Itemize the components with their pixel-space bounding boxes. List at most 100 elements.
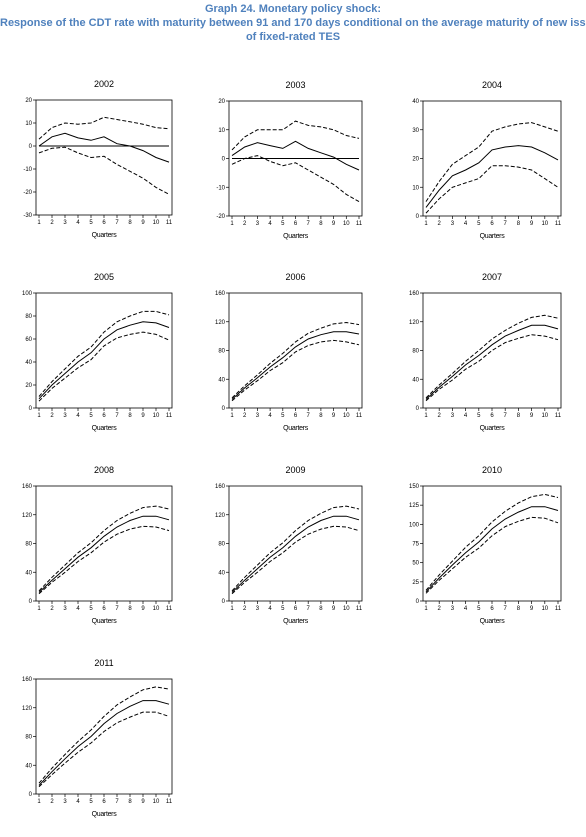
- x-tick-label: 5: [89, 799, 93, 805]
- x-tick-label: 2: [50, 413, 54, 419]
- x-tick-label: 7: [115, 220, 119, 226]
- response-line: [38, 700, 170, 786]
- y-tick-label: 0: [416, 406, 420, 412]
- response-line: [231, 140, 360, 171]
- x-tick-label: 10: [153, 413, 160, 419]
- response-line: [231, 331, 360, 400]
- plot-frame: [228, 292, 363, 409]
- x-tick-label: 7: [115, 413, 119, 419]
- x-axis-label: Quarters: [92, 232, 118, 239]
- x-tick-label: 1: [37, 799, 41, 805]
- x-tick-label: 4: [76, 606, 80, 612]
- x-tick-label: 9: [530, 606, 534, 612]
- confidence-band-line: [38, 525, 170, 595]
- figure-subtitle-line-1: Response of the CDT rate with maturity b…: [0, 17, 586, 29]
- x-tick-label: 6: [102, 220, 106, 226]
- y-tick-label: 40: [218, 377, 225, 383]
- x-tick-label: 7: [504, 606, 508, 612]
- y-tick-label: 20: [218, 99, 225, 105]
- y-tick-label: 30: [412, 128, 419, 134]
- panel-2003: 2003 -20 -10 0 10 20 1 2 3 4 5 6 7 8 9 10 11 Quarters: [216, 80, 362, 240]
- response-line: [425, 145, 559, 208]
- x-tick-label: 3: [451, 413, 455, 419]
- x-tick-label: 4: [76, 413, 80, 419]
- x-tick-label: 11: [356, 606, 363, 612]
- x-tick-label: 11: [555, 606, 562, 612]
- confidence-band-line: [425, 493, 559, 591]
- panel-title: 2011: [94, 658, 113, 668]
- x-tick-label: 2: [243, 413, 247, 419]
- y-tick-label: 80: [25, 314, 32, 320]
- y-tick-label: 160: [409, 291, 420, 297]
- x-tick-label: 2: [243, 221, 247, 227]
- panel-2008: 2008 0 40 80 120 160 1 2 3 4 5 6 7 8 9 10 11 Quarters: [22, 465, 173, 625]
- panel-title: 2004: [482, 80, 502, 90]
- x-tick-label: 2: [50, 606, 54, 612]
- x-tick-label: 3: [63, 606, 67, 612]
- x-tick-label: 11: [166, 413, 173, 419]
- y-tick-label: 20: [25, 98, 32, 104]
- x-tick-label: 11: [356, 413, 363, 419]
- x-tick-label: 2: [438, 413, 442, 419]
- x-tick-label: 2: [438, 606, 442, 612]
- x-axis-label: Quarters: [480, 233, 506, 240]
- x-tick-label: 9: [141, 799, 145, 805]
- x-axis-label: Quarters: [92, 811, 118, 818]
- x-tick-label: 8: [517, 606, 521, 612]
- x-tick-label: 4: [464, 221, 468, 227]
- x-tick-label: 7: [504, 413, 508, 419]
- x-tick-label: 11: [356, 221, 363, 227]
- y-tick-label: 40: [25, 360, 32, 366]
- x-tick-label: 6: [102, 606, 106, 612]
- y-tick-label: -30: [23, 213, 32, 219]
- x-tick-label: 10: [153, 606, 160, 612]
- plot-frame: [422, 292, 562, 409]
- x-tick-label: 7: [115, 799, 119, 805]
- y-tick-label: 80: [412, 349, 419, 355]
- confidence-band-line: [231, 525, 360, 595]
- confidence-band-line: [38, 331, 170, 402]
- confidence-band-line: [38, 310, 170, 397]
- x-tick-label: 8: [319, 221, 323, 227]
- x-tick-label: 4: [464, 413, 468, 419]
- y-tick-label: -10: [216, 185, 225, 191]
- confidence-band-line: [38, 711, 170, 788]
- x-tick-label: 4: [268, 413, 272, 419]
- x-tick-label: 10: [153, 799, 160, 805]
- x-tick-label: 6: [294, 413, 298, 419]
- confidence-band-line: [231, 120, 360, 151]
- plot-frame: [35, 485, 173, 602]
- y-tick-label: 160: [215, 484, 226, 490]
- x-tick-label: 5: [89, 606, 93, 612]
- x-tick-label: 1: [37, 220, 41, 226]
- x-tick-label: 11: [166, 799, 173, 805]
- x-tick-label: 5: [89, 413, 93, 419]
- x-tick-label: 6: [490, 221, 494, 227]
- y-tick-label: 0: [222, 406, 226, 412]
- x-tick-label: 3: [256, 413, 260, 419]
- x-tick-label: 9: [332, 413, 336, 419]
- x-tick-label: 8: [319, 606, 323, 612]
- figure-subtitle-line-2: of fixed-rated TES: [245, 31, 341, 43]
- x-tick-label: 5: [281, 221, 285, 227]
- x-axis-label: Quarters: [480, 425, 506, 432]
- x-tick-label: 8: [517, 413, 521, 419]
- panel-title: 2003: [285, 80, 305, 90]
- y-tick-label: 40: [25, 570, 32, 576]
- y-tick-label: 0: [29, 144, 33, 150]
- y-tick-label: 160: [215, 291, 226, 297]
- y-tick-label: 60: [25, 337, 32, 343]
- x-tick-label: 10: [541, 221, 548, 227]
- x-tick-label: 6: [490, 606, 494, 612]
- x-tick-label: 1: [230, 221, 234, 227]
- x-tick-label: 3: [451, 221, 455, 227]
- panel-2011: 2011 0 40 80 120 160 1 2 3 4 5 6 7 8 9 10 11 Quarters: [22, 658, 173, 818]
- x-tick-label: 7: [115, 606, 119, 612]
- x-tick-label: 10: [343, 606, 350, 612]
- y-tick-label: 120: [215, 513, 226, 519]
- x-tick-label: 7: [307, 413, 311, 419]
- panel-2007: 2007 0 40 80 120 160 1 2 3 4 5 6 7 8 9 10 11 Quarters: [409, 272, 562, 432]
- panel-title: 2002: [94, 79, 114, 89]
- x-tick-label: 9: [141, 220, 145, 226]
- y-tick-label: 120: [22, 513, 33, 519]
